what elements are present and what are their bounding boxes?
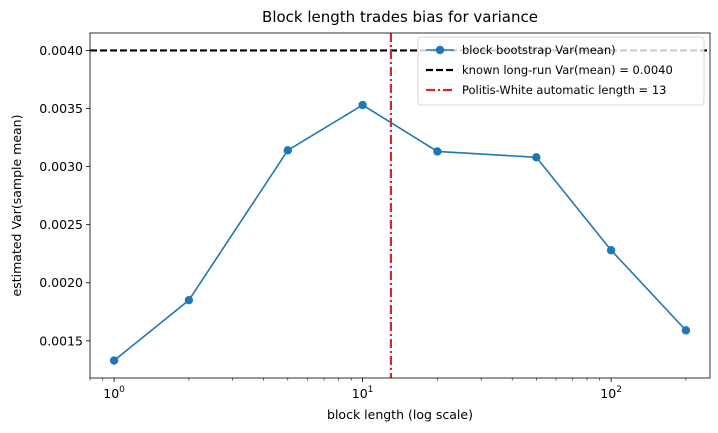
x-tick-label-base: 10	[352, 386, 368, 401]
x-tick-label-base: 10	[103, 386, 119, 401]
x-axis-label: block length (log scale)	[327, 407, 473, 422]
x-tick-label-base: 10	[600, 386, 616, 401]
y-tick-label: 0.0015	[39, 333, 83, 348]
x-tick-label: 102	[600, 385, 622, 401]
series-layer	[109, 100, 691, 365]
y-axis-label: estimated Var(sample mean)	[9, 115, 24, 297]
chart-title: Block length trades bias for variance	[262, 8, 538, 26]
series-line	[113, 104, 687, 362]
data-point	[109, 356, 119, 365]
legend-box	[417, 36, 705, 106]
data-point	[606, 246, 616, 255]
legend-label: known long-run Var(mean) = 0.0040	[462, 63, 673, 77]
x-tick-label-exponent: 2	[616, 385, 622, 395]
x-tick-label: 100	[103, 385, 125, 401]
data-point	[681, 326, 691, 335]
x-axis: 100 101 102	[89, 378, 687, 401]
y-tick-label: 0.0025	[39, 217, 83, 232]
y-tick-label: 0.0040	[39, 43, 83, 58]
legend-label: Politis-White automatic length = 13	[462, 83, 666, 97]
data-point	[433, 147, 442, 156]
data-point	[532, 153, 541, 162]
y-tick-label: 0.0030	[39, 159, 83, 174]
y-axis: 0.0015 0.0020 0.0025 0.0030 0.0035 0.0040	[39, 43, 90, 348]
legend: block bootstrap Var(mean) known long-run …	[417, 36, 705, 106]
data-point	[283, 146, 292, 155]
legend-swatch-marker	[435, 45, 445, 55]
y-tick-label: 0.0035	[39, 101, 83, 116]
legend-label: block bootstrap Var(mean)	[462, 43, 616, 57]
y-tick-label: 0.0020	[39, 275, 83, 290]
data-point	[358, 100, 367, 110]
x-tick-label-exponent: 0	[119, 385, 125, 395]
x-tick-label: 101	[352, 385, 374, 401]
x-tick-label-exponent: 1	[368, 385, 374, 395]
data-point	[184, 295, 194, 305]
plot-frame	[89, 32, 711, 379]
